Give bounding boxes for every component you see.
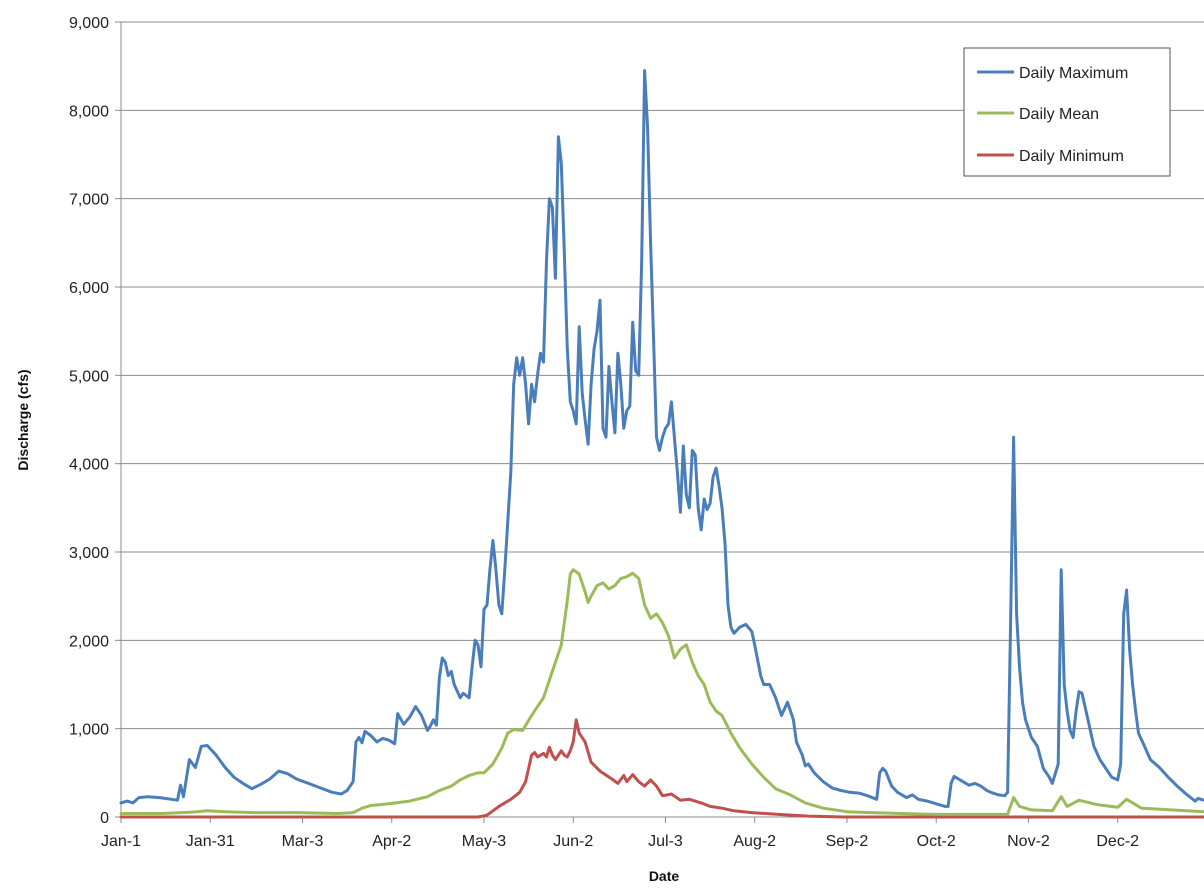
x-tick-label: May-3 bbox=[462, 833, 507, 850]
series-line-daily-mean bbox=[119, 568, 1204, 816]
x-tick-label: Nov-2 bbox=[1007, 833, 1050, 850]
y-tick-label: 3,000 bbox=[69, 545, 109, 562]
y-tick-label: 7,000 bbox=[69, 192, 109, 209]
series-line-daily-minimum bbox=[119, 718, 1204, 819]
legend-item-daily-mean: Daily Mean bbox=[977, 106, 1099, 123]
horizontal-gridlines bbox=[121, 21, 1204, 730]
legend-item-daily-maximum: Daily Maximum bbox=[977, 65, 1128, 82]
y-tick-label: 1,000 bbox=[69, 722, 109, 739]
legend-label-daily-maximum: Daily Maximum bbox=[1019, 65, 1128, 82]
y-tick-label: 5,000 bbox=[69, 368, 109, 385]
x-tick-labels: Jan-1 Jan-31 Mar-3 Apr-2 May-3 Jun-2 Jul-3 Aug-… bbox=[101, 833, 1139, 850]
series-lines bbox=[119, 69, 1204, 819]
y-tick-label: 9,000 bbox=[69, 15, 109, 32]
y-tick-label: 8,000 bbox=[69, 103, 109, 120]
x-tick-label: Jan-31 bbox=[186, 833, 235, 850]
y-tick-labels: 0 1,000 2,000 3,000 4,000 5,000 6,000 7,000 8,00… bbox=[69, 15, 109, 827]
y-tick-label: 2,000 bbox=[69, 633, 109, 650]
y-tick-label: 4,000 bbox=[69, 457, 109, 474]
y-tick-label: 0 bbox=[100, 810, 109, 827]
x-axis-title: Date bbox=[649, 868, 680, 884]
x-tick-label: Sep-2 bbox=[826, 833, 869, 850]
x-tick-label: Jan-1 bbox=[101, 833, 141, 850]
x-tick-label: Mar-3 bbox=[282, 833, 324, 850]
x-tick-label: Oct-2 bbox=[917, 833, 956, 850]
legend-label-daily-mean: Daily Mean bbox=[1019, 106, 1099, 123]
x-tick-label: Aug-2 bbox=[733, 833, 776, 850]
legend-label-daily-minimum: Daily Minimum bbox=[1019, 148, 1124, 165]
x-tick-label: Dec-2 bbox=[1096, 833, 1139, 850]
legend: Daily Maximum Daily Mean Daily Minimum bbox=[963, 47, 1171, 177]
x-tick-label: Apr-2 bbox=[372, 833, 411, 850]
y-tick-label: 6,000 bbox=[69, 280, 109, 297]
x-tick-label: Jun-2 bbox=[553, 833, 593, 850]
y-axis-title: Discharge (cfs) bbox=[15, 369, 31, 470]
x-tick-label: Jul-3 bbox=[648, 833, 683, 850]
legend-item-daily-minimum: Daily Minimum bbox=[977, 148, 1124, 165]
series-line-daily-maximum bbox=[119, 69, 1204, 808]
